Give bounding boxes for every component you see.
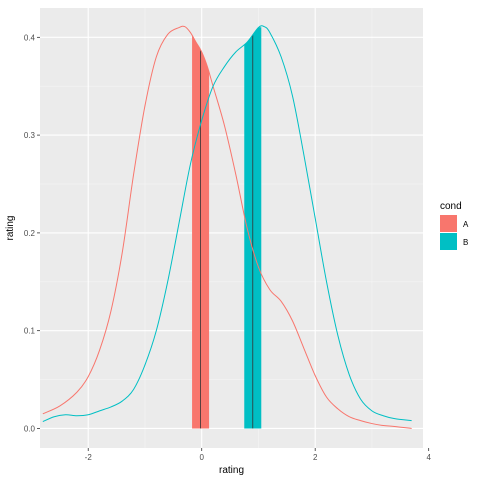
x-tick-label: 0 [199,453,204,462]
y-axis-title: rating [5,215,16,240]
density-curves [42,25,412,429]
panel-background [40,8,423,448]
y-tick-label: 0.0 [24,424,36,433]
y-tick-label: 0.1 [24,327,36,336]
mean-bands [192,27,262,429]
density-curve-B [42,25,412,423]
legend: cond AB [440,201,469,250]
legend-key-A [440,215,457,232]
x-tick-label: 2 [313,453,318,462]
y-tick-label: 0.3 [24,131,36,140]
legend-title: cond [440,201,462,212]
y-tick-label: 0.4 [24,33,36,42]
plot-panel [40,8,430,448]
y-tick-label: 0.2 [24,229,36,238]
legend-label-B: B [463,238,468,247]
legend-label-A: A [463,220,469,229]
x-axis: -2 0 2 4 [85,448,431,462]
x-axis-title: rating [219,465,244,476]
x-tick-label: -2 [85,453,93,462]
y-axis: 0.0 0.1 0.2 0.3 0.4 [24,33,40,433]
x-tick-label: 4 [426,453,431,462]
legend-key-B [440,233,457,250]
